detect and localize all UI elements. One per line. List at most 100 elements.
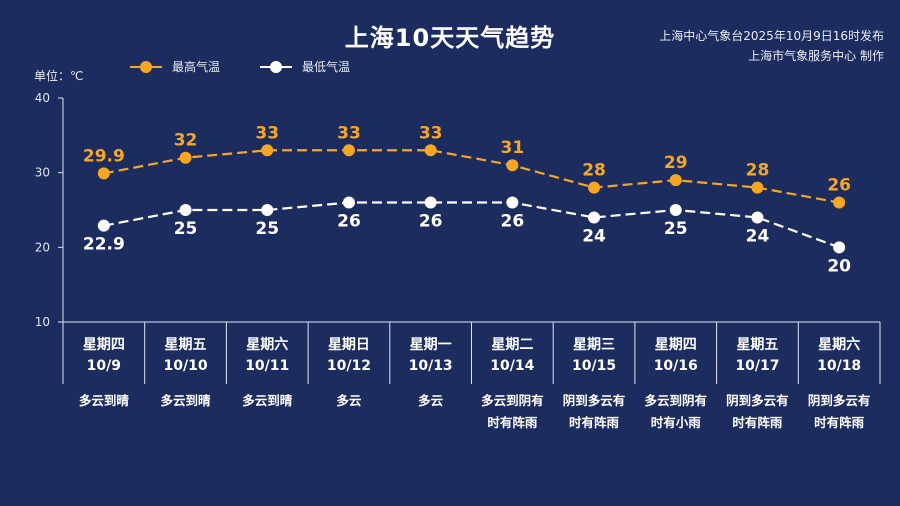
- weather-description: 阴到多云有 时有阵雨: [553, 390, 635, 434]
- chart-legend: 最高气温 最低气温: [130, 58, 350, 75]
- low-temp-point: [833, 241, 846, 254]
- high-temp-point: [97, 167, 110, 180]
- date-label: 10/11: [245, 358, 290, 374]
- low-temp-label: 26: [337, 212, 361, 232]
- low-temp-line: [103, 201, 840, 249]
- weather-line: 时有阵雨: [814, 415, 865, 430]
- high-temp-point: [833, 196, 846, 209]
- date-label: 10/15: [571, 358, 617, 374]
- weekday-label: 星期六: [246, 337, 289, 353]
- low-temp-label: 20: [827, 256, 851, 276]
- high-temp-point: [424, 144, 437, 157]
- high-temp-label: 29: [664, 153, 688, 173]
- weather-line: 阴到多云有: [726, 393, 789, 408]
- high-temp-label: 28: [582, 161, 606, 181]
- weather-line: 阴到多云有: [807, 393, 871, 408]
- publisher-line-2: 上海市气象服务中心 制作: [748, 49, 884, 63]
- low-temp-label: 25: [174, 219, 198, 239]
- day-column: 星期一 10/13 多云: [390, 322, 472, 412]
- legend-item-low: 最低气温: [260, 58, 350, 75]
- legend-item-high: 最高气温: [130, 58, 220, 75]
- y-tick-label: 30: [35, 166, 50, 180]
- weather-description: 多云: [390, 390, 472, 412]
- low-temp-label: 24: [582, 226, 606, 246]
- day-column: 星期日 10/12 多云: [308, 322, 390, 412]
- high-temp-point: [751, 181, 764, 194]
- weekday-label: 星期四: [654, 337, 697, 353]
- low-temp-point: [751, 211, 764, 224]
- unit-label: 单位：℃: [34, 69, 84, 83]
- high-temp-point: [342, 144, 355, 157]
- low-temp-label: 22.9: [83, 235, 125, 255]
- day-column: 星期三 10/15 阴到多云有 时有阵雨: [553, 322, 635, 434]
- y-tick-label: 40: [35, 91, 50, 105]
- publisher-line-1: 上海中心气象台2025年10月9日16时发布: [659, 29, 884, 43]
- date-label: 10/13: [408, 358, 453, 374]
- weather-line: 时有阵雨: [487, 415, 538, 430]
- weather-line: 多云到晴: [78, 393, 129, 408]
- high-temp-label: 32: [174, 131, 198, 151]
- day-column: 星期五 10/10 多云到晴: [145, 322, 227, 412]
- weather-line: 多云: [336, 393, 362, 408]
- weather-line: 多云到晴: [160, 393, 211, 408]
- date-label: 10/18: [817, 358, 862, 374]
- weather-description: 多云: [308, 390, 390, 412]
- weather-line: 多云到阴有: [644, 393, 707, 408]
- low-temp-label: 24: [746, 226, 770, 246]
- weekday-label: 星期二: [491, 337, 534, 353]
- day-column: 星期二 10/14 多云到阴有时有阵雨: [472, 322, 554, 434]
- day-column: 星期六 10/18 阴到多云有时有阵雨: [798, 322, 880, 434]
- legend-high-marker: [130, 60, 162, 74]
- low-temp-point: [424, 196, 437, 209]
- day-column: 星期六 10/11 多云到晴: [226, 322, 308, 412]
- date-label: 10/17: [735, 358, 780, 374]
- weather-line: 时有阵雨: [569, 415, 620, 430]
- low-temp-point: [179, 204, 192, 216]
- legend-low-marker: [260, 60, 293, 74]
- date-label: 10/16: [653, 358, 698, 374]
- low-temp-label: 25: [255, 219, 279, 239]
- weather-line: 多云到晴: [242, 393, 293, 408]
- low-temp-point: [97, 219, 110, 232]
- weekday-label: 星期五: [736, 337, 779, 353]
- low-temp-label: 26: [501, 212, 525, 232]
- day-column: 星期五 10/17 阴到多云有时有阵雨: [717, 322, 799, 434]
- weather-description: 多云到阴有 时有阵雨: [472, 390, 554, 434]
- date-label: 10/14: [490, 358, 535, 374]
- weather-line: 多云到阴有: [481, 393, 544, 408]
- high-temp-line: [103, 149, 840, 204]
- high-temp-point: [669, 174, 682, 187]
- y-tick-label: 20: [35, 240, 50, 254]
- high-temp-point: [506, 159, 519, 172]
- high-temp-point: [588, 181, 601, 194]
- high-temp-point: [261, 144, 274, 157]
- day-column: 星期四 10/16 多云到阴有时有小雨: [635, 322, 717, 434]
- weather-description: 多云到晴: [145, 390, 227, 412]
- legend-high-label: 最高气温: [172, 60, 221, 74]
- weekday-label: 星期日: [327, 337, 370, 353]
- weather-description: 多云到晴: [226, 390, 308, 412]
- weather-line: 时有小雨: [650, 415, 701, 430]
- high-temp-label: 33: [337, 123, 361, 143]
- weather-description: 阴到多云有 时有阵雨: [717, 390, 799, 434]
- weekday-label: 星期六: [818, 337, 861, 353]
- high-temp-label: 33: [255, 123, 279, 143]
- date-label: 10/10: [163, 358, 208, 374]
- date-label: 10/9: [86, 358, 122, 374]
- publisher-info: 上海中心气象台2025年10月9日16时发布 上海市气象服务中心 制作: [659, 26, 884, 66]
- weather-description: 多云到阴有 时有小雨: [635, 390, 717, 434]
- high-temp-label: 33: [419, 123, 443, 143]
- high-temp-label: 29.9: [83, 146, 125, 166]
- low-temp-point: [261, 204, 274, 216]
- high-temp-point: [179, 151, 192, 164]
- high-temp-label: 26: [827, 176, 851, 196]
- weather-line: 时有阵雨: [732, 415, 783, 430]
- low-temp-point: [342, 196, 355, 209]
- date-label: 10/12: [326, 358, 371, 374]
- page-title: 上海10天天气趋势: [344, 24, 556, 52]
- weather-line: 阴到多云有: [562, 393, 626, 408]
- legend-low-label: 最低气温: [302, 60, 351, 74]
- weekday-label: 星期四: [82, 337, 125, 353]
- low-temp-point: [506, 196, 519, 209]
